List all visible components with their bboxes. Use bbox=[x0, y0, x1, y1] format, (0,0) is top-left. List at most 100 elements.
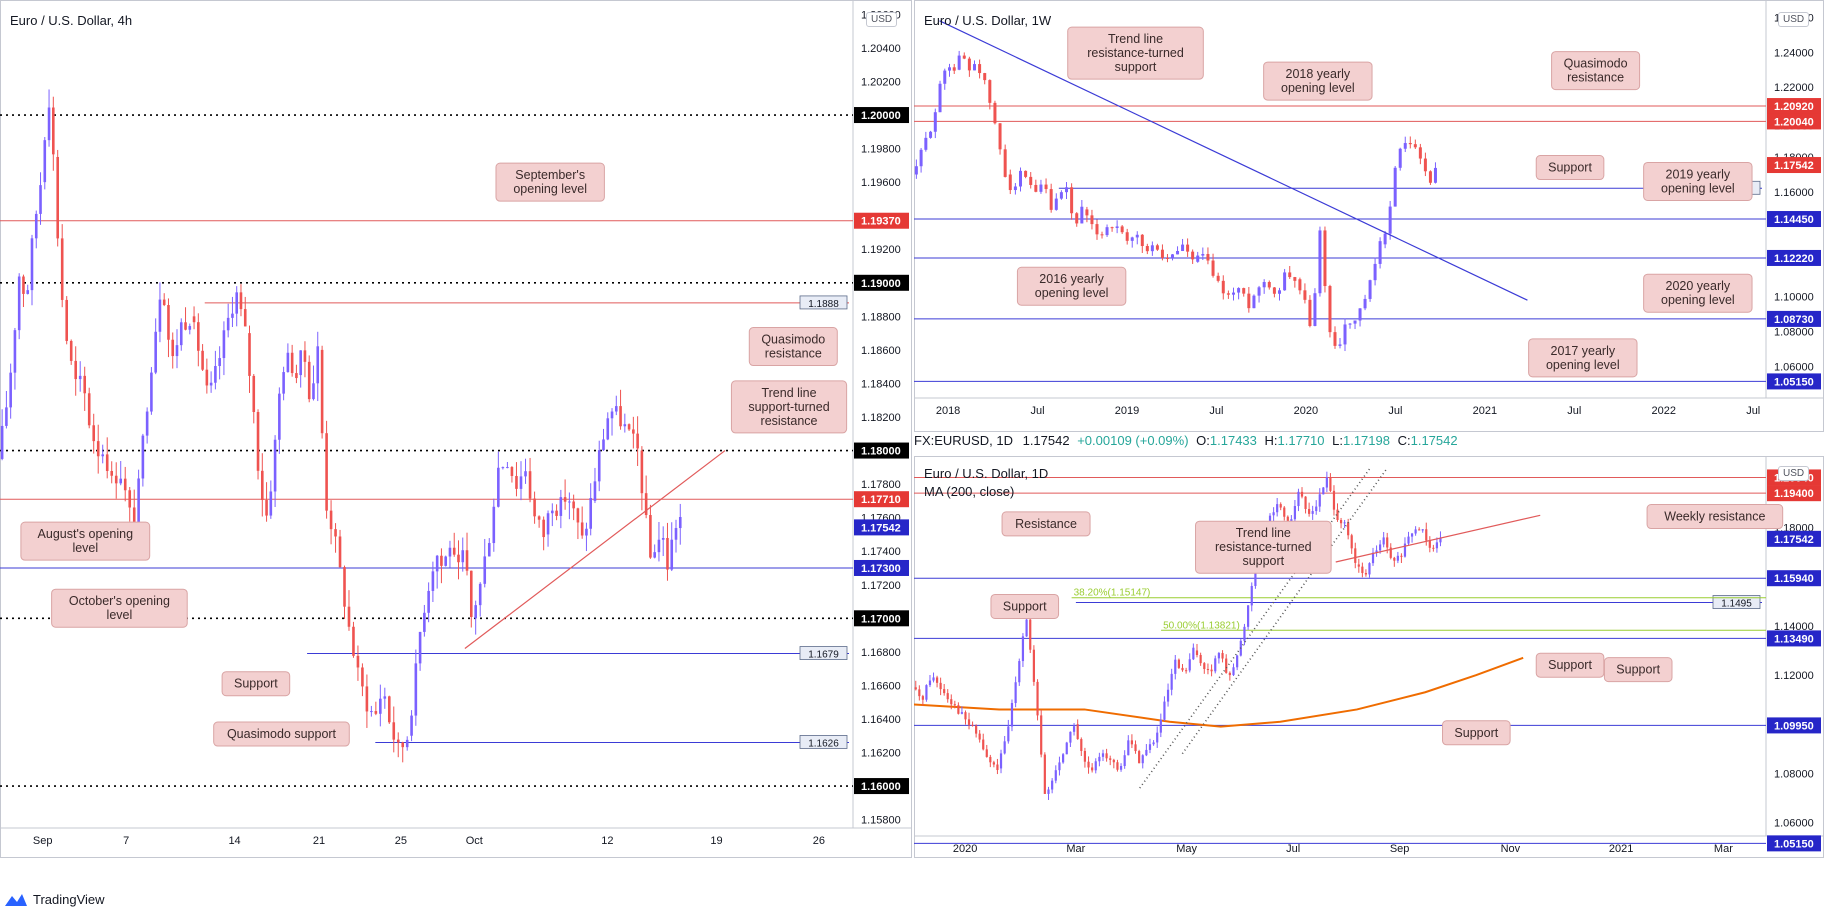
candle-body bbox=[1186, 244, 1190, 252]
level-value-box bbox=[799, 735, 848, 749]
candle-body bbox=[214, 366, 217, 383]
candle-body bbox=[1085, 209, 1089, 216]
candle-body bbox=[1318, 494, 1321, 507]
candles bbox=[914, 471, 1442, 800]
candle-body bbox=[1389, 547, 1392, 558]
candle-body bbox=[457, 554, 460, 563]
candle-body bbox=[957, 705, 960, 714]
chart-1d-currency-button[interactable]: USD bbox=[1778, 466, 1810, 481]
candle-body bbox=[1428, 171, 1432, 183]
candle-body bbox=[1181, 667, 1184, 671]
candle-body bbox=[114, 475, 118, 484]
annotation-callout bbox=[51, 588, 188, 628]
candle-body bbox=[154, 331, 157, 373]
candle-body bbox=[1032, 649, 1035, 682]
candle-body bbox=[978, 64, 982, 74]
candle-body bbox=[17, 276, 21, 331]
brand-name: TradingView bbox=[33, 892, 105, 908]
candle-body bbox=[1418, 529, 1421, 531]
candle-body bbox=[1059, 192, 1063, 199]
candle-body bbox=[1116, 762, 1119, 770]
candle-body bbox=[423, 612, 426, 632]
chart-1w-currency-button[interactable]: USD bbox=[1778, 12, 1810, 27]
chart-1w-svg[interactable]: 1.260001.240001.220001.198001.180001.160… bbox=[914, 0, 1824, 432]
y-tick-label: 1.19200 bbox=[861, 244, 901, 256]
candle-body bbox=[1112, 759, 1115, 763]
candle-body bbox=[1094, 761, 1097, 771]
annotation-line: 2019 yearly bbox=[1666, 167, 1731, 181]
candle-body bbox=[1148, 744, 1152, 750]
candle-body bbox=[1214, 658, 1217, 672]
annotation-line: Support bbox=[1616, 663, 1660, 677]
annotation-line: support bbox=[1242, 554, 1284, 568]
candle-body bbox=[1210, 669, 1213, 672]
candle-body bbox=[141, 435, 145, 479]
candle-body bbox=[1156, 732, 1159, 743]
candles bbox=[914, 50, 1437, 352]
candle-body bbox=[1010, 703, 1014, 727]
y-tick-label: 1.18600 bbox=[861, 345, 901, 357]
annotation-line: September's bbox=[515, 168, 585, 182]
candle-body bbox=[1091, 767, 1094, 771]
candle-body bbox=[123, 478, 127, 491]
candle-body bbox=[222, 330, 226, 359]
candle-body bbox=[1423, 158, 1427, 172]
chart-1w-title: Euro / U.S. Dollar, 1W bbox=[924, 13, 1052, 28]
candle-body bbox=[1272, 512, 1275, 516]
chart-4h[interactable]: 1.206001.204001.202001.198001.196001.192… bbox=[0, 0, 912, 858]
candle-body bbox=[1315, 506, 1318, 512]
tradingview-brand[interactable]: TradingView bbox=[4, 891, 105, 908]
chart-4h-currency-button[interactable]: USD bbox=[866, 12, 898, 27]
candle-body bbox=[1181, 244, 1185, 251]
candle-body bbox=[1110, 227, 1114, 229]
annotation-line: resistance bbox=[1567, 71, 1624, 85]
candle-body bbox=[497, 467, 500, 507]
price-tag bbox=[854, 212, 909, 229]
candle-body bbox=[1336, 509, 1339, 521]
y-tick-label: 1.06000 bbox=[1774, 817, 1814, 829]
candle-body bbox=[1278, 290, 1282, 294]
chart-4h-svg[interactable]: 1.206001.204001.202001.198001.196001.192… bbox=[0, 0, 912, 858]
candle-body bbox=[1386, 537, 1389, 548]
annotation-callout bbox=[1263, 61, 1373, 101]
candle-body bbox=[1036, 681, 1039, 716]
candle-body bbox=[192, 316, 196, 323]
candle-body bbox=[1343, 522, 1346, 524]
annotation-line: 2016 yearly bbox=[1039, 272, 1104, 286]
candle-body bbox=[218, 358, 221, 367]
y-tick-label: 1.17800 bbox=[861, 479, 901, 491]
candle-body bbox=[563, 497, 567, 502]
chart-1d[interactable]: 1.180001.160001.140001.120001.080001.060… bbox=[914, 456, 1824, 858]
candle-body bbox=[1354, 548, 1357, 563]
candle-body bbox=[1398, 148, 1402, 168]
chart-1w[interactable]: 1.260001.240001.220001.198001.180001.160… bbox=[914, 0, 1824, 432]
candle-body bbox=[1049, 189, 1053, 210]
candle-body bbox=[1228, 672, 1231, 676]
x-tick-label: Mar bbox=[1714, 843, 1733, 855]
annotation-callout bbox=[1442, 720, 1511, 746]
candle-body bbox=[110, 471, 114, 476]
candle-body bbox=[1329, 477, 1332, 491]
candle-body bbox=[670, 539, 674, 570]
x-tick-label: 21 bbox=[313, 835, 325, 847]
annotation-text: Support bbox=[1548, 658, 1592, 672]
price-tag bbox=[1767, 530, 1821, 547]
candle-body bbox=[653, 552, 656, 558]
price-tag-label: 1.13490 bbox=[1774, 633, 1814, 645]
y-tick-label: 1.19800 bbox=[861, 144, 901, 156]
annotation-line: Support bbox=[1454, 726, 1498, 740]
candle-body bbox=[674, 528, 678, 540]
annotation-callout bbox=[1603, 657, 1673, 683]
price-tag-label: 1.09950 bbox=[1774, 720, 1814, 732]
candle-body bbox=[205, 369, 209, 386]
candle-body bbox=[1323, 230, 1327, 287]
candle-body bbox=[510, 467, 514, 476]
chart-1d-svg[interactable]: 1.180001.160001.140001.120001.080001.060… bbox=[914, 456, 1824, 858]
price-tag-label: 1.17542 bbox=[1774, 160, 1814, 172]
y-tick-label: 1.19600 bbox=[861, 177, 901, 189]
candle-body bbox=[524, 471, 527, 477]
candle-body bbox=[606, 418, 610, 440]
candle-body bbox=[1353, 320, 1357, 324]
candle-body bbox=[248, 333, 251, 376]
candle-body bbox=[1029, 619, 1032, 650]
